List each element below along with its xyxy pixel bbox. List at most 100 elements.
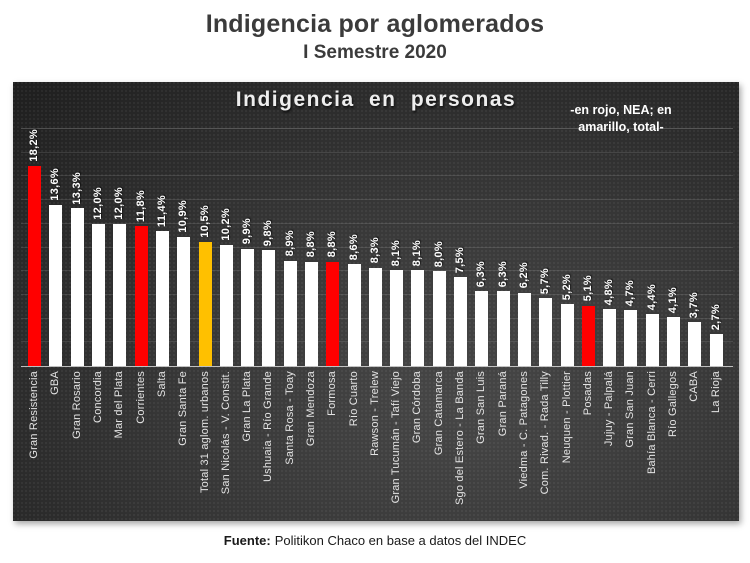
bar-value-label: 3,7%	[688, 291, 701, 319]
bar-column: 8,1%	[407, 129, 428, 366]
gridline-10pct	[21, 246, 733, 248]
category-column: Total 31 aglom. urbanos	[194, 371, 215, 519]
category-label: Posadas	[581, 371, 594, 416]
bar-value-label: 5,7%	[539, 268, 552, 295]
bar	[581, 305, 595, 366]
bar	[390, 270, 404, 366]
bar	[70, 208, 84, 366]
category-label: Gran Mendoza	[305, 371, 317, 447]
category-column: Corrientes	[130, 371, 151, 519]
bars-container: 18,2% 13,6% 13,3% 12,0% 12,0% 11,8% 11,4% 10,9%…	[24, 129, 727, 366]
category-column: Posadas	[578, 371, 599, 519]
bar	[49, 204, 63, 366]
chart-title: Indigencia en personas	[235, 88, 517, 111]
category-label: San Nicolás - V. Constit.	[219, 371, 232, 495]
bar-column: 4,1%	[663, 129, 684, 366]
bar	[219, 245, 233, 366]
category-label: Gran Córdoba	[411, 371, 424, 444]
bar	[177, 236, 191, 366]
category-label: Gran San Juan	[624, 371, 637, 448]
category-column: Gran Santa Fe	[173, 371, 194, 519]
bar-column: 8,6%	[343, 129, 364, 366]
bar	[411, 270, 425, 366]
bar-column: 12,0%	[109, 129, 130, 366]
category-column: CABA	[684, 371, 705, 519]
bar-column: 6,2%	[514, 129, 535, 366]
bar-value-label: 6,3%	[475, 261, 488, 288]
bar-value-label: 18,2%	[28, 129, 41, 162]
bar	[241, 248, 255, 366]
category-label: Gran Resistencia	[28, 371, 41, 459]
bar	[28, 165, 42, 366]
bar	[475, 291, 489, 366]
category-column: Concordia	[88, 371, 109, 519]
bar	[432, 271, 446, 366]
bar-value-label: 9,8%	[262, 219, 275, 246]
category-label: Corrientes	[134, 371, 147, 424]
bar-column: 7,5%	[450, 129, 471, 366]
category-label: CABA	[688, 371, 701, 402]
bar-value-label: 6,2%	[517, 262, 530, 289]
bar	[134, 226, 148, 366]
category-column: Gran Resistencia	[24, 371, 45, 519]
bar-value-label: 13,3%	[70, 171, 83, 205]
bar-value-label: 11,8%	[134, 190, 147, 223]
bar-column: 11,4%	[152, 129, 173, 366]
bar	[305, 261, 318, 366]
bar-value-label: 12,0%	[113, 187, 126, 220]
category-label: Neuquen - Plottier	[560, 371, 573, 464]
bar-column: 5,1%	[578, 129, 599, 366]
category-label: Ushuaia - Río Grande	[262, 371, 275, 482]
bar-column: 4,4%	[642, 129, 663, 366]
gridline-20pct	[21, 128, 733, 129]
category-column: Salta	[152, 371, 173, 519]
bar-column: 10,2%	[216, 129, 237, 366]
chart-panel: Indigencia en personas -en rojo, NEA; en…	[13, 82, 739, 521]
gridline-12pct	[21, 222, 733, 224]
bar-value-label: 5,1%	[581, 275, 594, 302]
bar-value-label: 8,8%	[305, 231, 317, 258]
category-column: La Rioja	[706, 371, 727, 519]
bar-column: 13,3%	[67, 129, 88, 366]
category-label: Gran Catamarca	[432, 371, 445, 456]
gridline-16pct	[21, 175, 733, 177]
bar	[496, 291, 510, 366]
category-label: Gran Tucumán - Tafí Viejo	[390, 371, 403, 504]
bar-value-label: 4,4%	[645, 283, 658, 310]
category-label: Viedma - C. Patagones	[517, 371, 530, 489]
bar	[326, 261, 340, 366]
bar	[155, 230, 169, 366]
bar-column: 4,8%	[599, 129, 620, 366]
bar-value-label: 8,3%	[368, 237, 381, 264]
bar-column: 12,0%	[88, 129, 109, 366]
x-axis-line	[21, 366, 733, 367]
category-column: Neuquen - Plottier	[556, 371, 577, 519]
bar	[539, 298, 553, 366]
bar	[283, 260, 297, 366]
category-column: Gran Paraná	[493, 371, 514, 519]
bar-column: 8,1%	[386, 129, 407, 366]
bar-value-label: 2,7%	[709, 303, 722, 331]
category-column: Viedma - C. Patagones	[514, 371, 535, 519]
bar-value-label: 12,0%	[92, 187, 105, 220]
bar-value-label: 13,6%	[49, 168, 62, 201]
bar-column: 4,7%	[620, 129, 641, 366]
bar	[645, 313, 659, 366]
bar-column: 3,7%	[684, 129, 705, 366]
bar-column: 10,9%	[173, 129, 194, 366]
category-label: Com. Rivad. - Rada Tilly	[539, 371, 552, 495]
category-label: Salta	[155, 371, 168, 398]
category-column: Rawson - Trelew	[365, 371, 386, 519]
bar-column: 5,7%	[535, 129, 556, 366]
category-column: Gran San Juan	[620, 371, 641, 519]
bar	[624, 310, 638, 366]
category-label: Concordia	[92, 371, 105, 423]
chart-legend-note: -en rojo, NEA; en amarillo, total-	[533, 102, 709, 136]
gridline-14pct	[21, 199, 733, 201]
bar-value-label: 6,3%	[496, 261, 509, 288]
bar	[92, 223, 106, 366]
category-label: Gran Santa Fe	[177, 371, 190, 446]
bar	[517, 292, 531, 366]
bar-value-label: 7,5%	[454, 246, 467, 274]
category-label: Santa Rosa - Toay	[283, 371, 296, 465]
